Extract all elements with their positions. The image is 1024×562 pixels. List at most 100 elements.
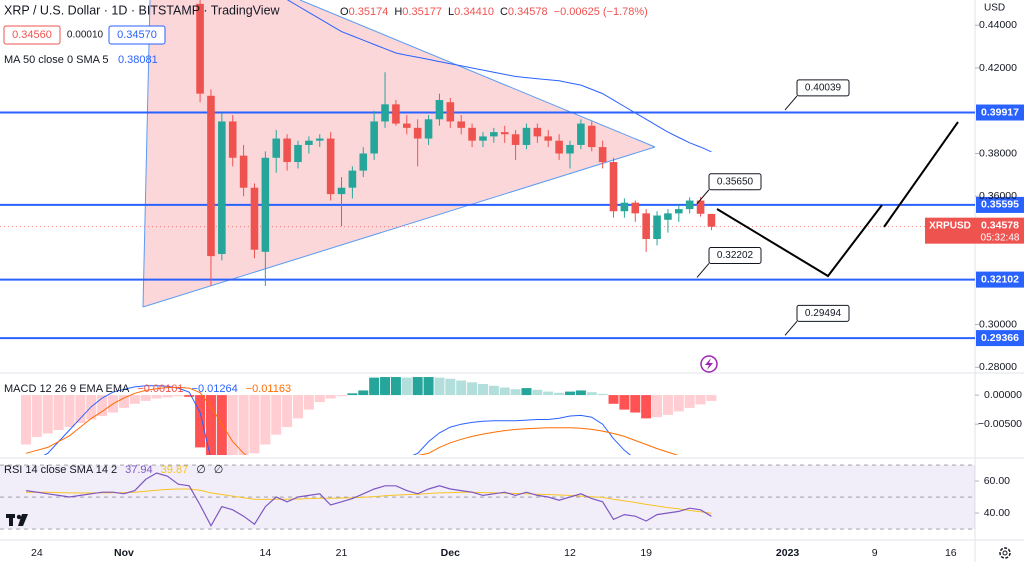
rsi-value: ∅ (196, 464, 206, 476)
x-tick-label: 9 (872, 547, 878, 559)
candle-body (435, 100, 444, 120)
chart-title: XRP / U.S. Dollar · 1D · BITSTAMP · Trad… (4, 3, 281, 17)
macd-bar (499, 387, 510, 396)
ma-legend-value: 0.38081 (118, 54, 158, 66)
candle-body (305, 140, 313, 145)
macd-bar (673, 395, 684, 412)
logo-part (9, 514, 13, 526)
macd-bar (565, 391, 575, 396)
candle-body (250, 187, 259, 250)
candle-body (468, 127, 476, 141)
y-tick-label: 0.36000 (979, 190, 1017, 202)
rsi-tick-label: 60.00 (984, 475, 1010, 487)
candle-body (218, 121, 226, 254)
callout-pointer (784, 95, 798, 111)
alert-icon[interactable] (700, 355, 718, 373)
callout-box (796, 79, 850, 97)
triangle-fill (143, 0, 655, 307)
candle-body (207, 95, 215, 257)
macd-bar (140, 395, 151, 401)
gear-hub[interactable] (1002, 550, 1008, 556)
bid-price: 0.34560 (12, 29, 52, 41)
macd-bar (412, 377, 423, 396)
level-label-box (976, 271, 1024, 288)
macd-bar (21, 395, 31, 445)
candle-body (359, 153, 368, 171)
callout-box (708, 246, 762, 264)
macd-bar (173, 395, 184, 397)
macd-bar (293, 395, 303, 419)
y-tick-label: 0.30000 (979, 318, 1017, 330)
last-price-box (925, 217, 1024, 244)
triangle-edge (299, 0, 656, 148)
macd-title: MACD 12 26 9 EMA EMA (4, 383, 130, 395)
macd-bar (554, 392, 565, 396)
candle-body (566, 144, 574, 154)
macd-bar (97, 395, 108, 417)
macd-bar (336, 395, 347, 397)
ohlc-key: O (340, 6, 349, 18)
macd-bar (456, 380, 467, 396)
settings-button[interactable] (999, 547, 1011, 559)
macd-bar (652, 395, 663, 418)
macd-bar (521, 388, 532, 396)
candle-body (522, 127, 531, 145)
macd-bar (75, 395, 86, 423)
alert-bolt[interactable] (705, 358, 713, 370)
candle-body (675, 209, 683, 214)
macd-bar (151, 395, 162, 399)
macd-bar (129, 395, 140, 404)
y-tick-label: 0.44000 (979, 19, 1017, 31)
ohlc-key: L (448, 6, 454, 18)
candle-body (685, 200, 694, 210)
candle-body (544, 136, 553, 141)
candle-body (413, 127, 422, 139)
macd-bar (227, 395, 238, 455)
macd-bar (423, 377, 434, 396)
macd-bar (401, 377, 412, 396)
ask-box (108, 25, 166, 45)
x-tick-label: 24 (31, 547, 43, 559)
rsi-sma-line (26, 488, 712, 514)
callout-label: 0.35650 (717, 176, 754, 187)
macd-tick-label: 0.00000 (984, 389, 1022, 401)
ohlc-key: H (394, 6, 402, 18)
projection-line (883, 121, 959, 228)
rsi-tick-label: 40.00 (984, 507, 1010, 519)
macd-bar (630, 395, 641, 413)
y-tick-label: 0.42000 (979, 62, 1017, 74)
macd-bar (510, 389, 521, 396)
macd-bar (641, 395, 652, 419)
macd-bar (575, 390, 586, 396)
candle-body (609, 162, 618, 212)
candle-body (272, 138, 281, 158)
macd-bar (662, 395, 673, 415)
candle-body (392, 104, 400, 124)
macd-bar (216, 395, 227, 455)
macd-bar (586, 392, 597, 396)
macd-bar (390, 377, 401, 396)
candle-body (261, 157, 270, 252)
candle-body (228, 121, 237, 158)
candle-body (577, 123, 585, 145)
callout-box (796, 304, 850, 322)
candle-body (642, 213, 650, 240)
rsi-legend: RSI 14 close SMA 14 2 37.94 39.87 ∅ ∅ (4, 464, 223, 476)
callout-label: 0.32202 (717, 250, 754, 261)
macd-bar (380, 377, 391, 396)
callout-label: 0.40039 (805, 83, 842, 94)
candle-body (370, 121, 378, 154)
candle-body (424, 119, 433, 139)
level-label-box (976, 330, 1024, 347)
callout-label: 0.29494 (805, 308, 842, 319)
signal-line (25, 387, 679, 455)
macd-bar (118, 395, 129, 408)
currency: USD (984, 3, 1005, 14)
gear[interactable] (999, 547, 1011, 559)
macd-value: −0.01264 (192, 383, 238, 395)
macd-pane (21, 377, 717, 455)
candle-body (587, 125, 596, 148)
macd-bar (238, 395, 249, 455)
callout-pointer (784, 321, 798, 336)
macd-bar (543, 391, 554, 396)
